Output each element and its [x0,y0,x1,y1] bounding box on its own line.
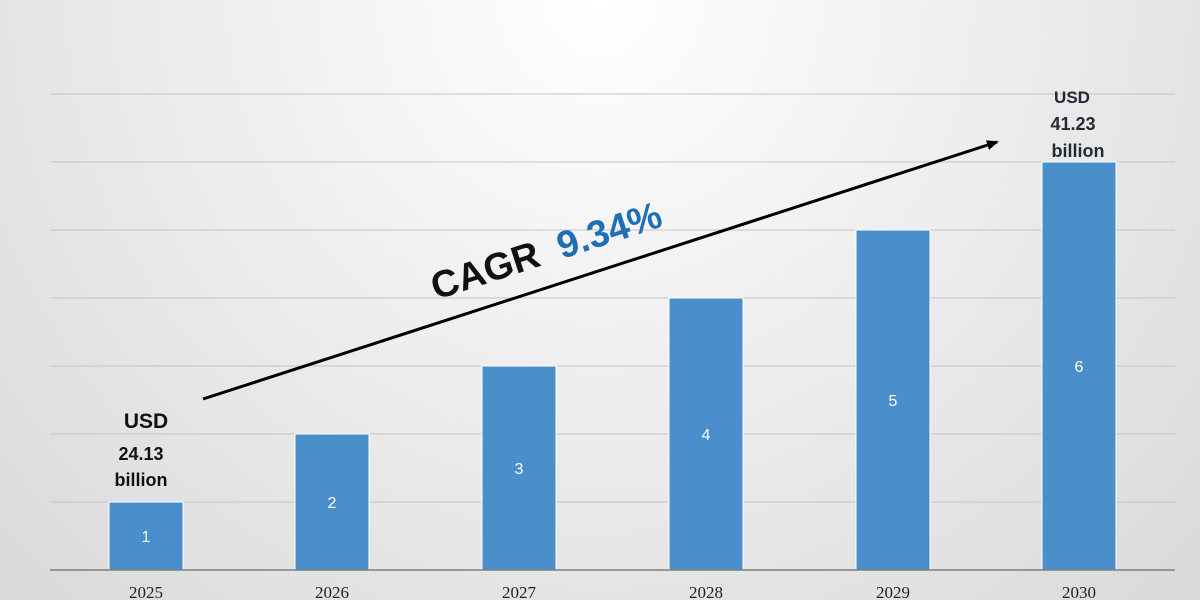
bars [108,161,1117,571]
cagr-arrow [202,140,999,401]
data-label-2029: 5 [889,393,898,410]
cagr-annotation: CAGR 9.34% [426,194,667,308]
x-tick-label-2029: 2029 [876,583,910,600]
data-label-2026: 2 [328,495,337,512]
gridlines [50,93,1175,503]
start-annotation-unit: billion [115,470,168,490]
x-tick-label-2026: 2026 [315,583,349,600]
start-annotation-currency: USD [124,410,168,433]
end-annotation-amount: 41.23 [1050,114,1095,134]
end-annotation-unit: billion [1052,141,1105,161]
bar-2026 [294,433,370,571]
x-tick-label-2030: 2030 [1062,583,1096,600]
x-tick-label-2027: 2027 [502,583,537,600]
cagr-label: CAGR [426,234,545,309]
data-label-2028: 4 [702,427,711,444]
data-labels: 1 2 3 4 5 6 [142,359,1084,546]
bar-2030 [1041,161,1117,571]
cagr-value: 9.34% [552,194,667,267]
data-label-2030: 6 [1075,359,1084,376]
data-label-2025: 1 [142,529,151,546]
x-tick-label-2025: 2025 [129,583,163,600]
start-value-annotation: USD 24.13 billion [115,410,169,490]
data-label-2027: 3 [515,461,524,478]
x-tick-label-2028: 2028 [689,583,723,600]
end-value-annotation: USD 41.23 billion [1050,88,1104,161]
bar-2027 [481,365,557,571]
start-annotation-amount: 24.13 [118,444,163,464]
end-annotation-currency: USD [1054,88,1090,107]
bar-2028 [668,297,744,571]
x-axis-tick-labels: 2025 2026 2027 2028 2029 2030 [129,583,1096,600]
bar-2029 [855,229,931,571]
